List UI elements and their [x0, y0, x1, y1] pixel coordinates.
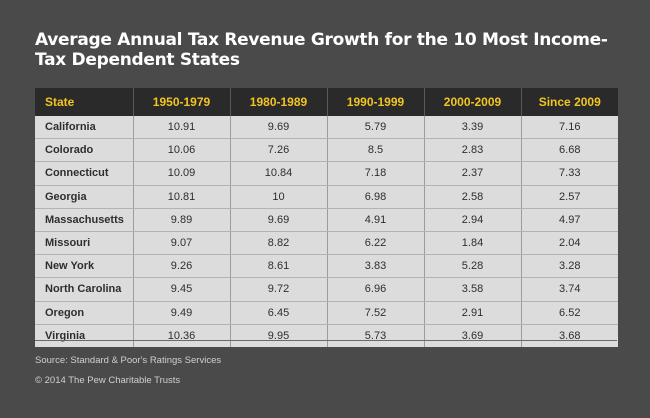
chart-title: Average Annual Tax Revenue Growth for th…: [35, 30, 608, 70]
growth-value-cell: 9.69: [230, 208, 328, 232]
state-cell: Virginia: [35, 324, 134, 347]
state-cell: North Carolina: [35, 277, 134, 302]
growth-value-cell: 3.74: [521, 277, 618, 302]
growth-value-cell: 7.16: [521, 116, 618, 140]
growth-value-cell: 7.26: [230, 138, 328, 163]
table-row: Massachusetts 9.89 9.69 4.91 2.94 4.97: [35, 208, 618, 232]
growth-value-cell: 3.68: [521, 324, 618, 347]
growth-value-cell: 5.28: [424, 254, 522, 279]
table-row: California 10.91 9.69 5.79 3.39 7.16: [35, 116, 618, 140]
growth-value-cell: 9.89: [133, 208, 231, 232]
growth-value-cell: 5.79: [327, 116, 425, 140]
growth-value-cell: 8.61: [230, 254, 328, 279]
growth-value-cell: 6.98: [327, 185, 425, 209]
growth-value-cell: 3.58: [424, 277, 522, 302]
column-header-period: Since 2009: [521, 88, 618, 116]
growth-value-cell: 6.52: [521, 301, 618, 325]
column-header-period: 1980-1989: [230, 88, 328, 116]
table-row: North Carolina 9.45 9.72 6.96 3.58 3.74: [35, 277, 618, 302]
growth-value-cell: 4.91: [327, 208, 425, 232]
growth-value-cell: 9.49: [133, 301, 231, 325]
growth-value-cell: 7.52: [327, 301, 425, 325]
table-row: Connecticut 10.09 10.84 7.18 2.37 7.33: [35, 161, 618, 186]
growth-value-cell: 10: [230, 185, 328, 209]
state-cell: Connecticut: [35, 161, 134, 186]
growth-value-cell: 10.81: [133, 185, 231, 209]
growth-value-cell: 1.84: [424, 231, 522, 256]
growth-value-cell: 2.04: [521, 231, 618, 256]
table-row: Georgia 10.81 10 6.98 2.58 2.57: [35, 185, 618, 209]
growth-value-cell: 2.57: [521, 185, 618, 209]
growth-value-cell: 10.84: [230, 161, 328, 186]
growth-value-cell: 4.97: [521, 208, 618, 232]
state-cell: California: [35, 116, 134, 140]
state-cell: Georgia: [35, 185, 134, 209]
table-row: Oregon 9.49 6.45 7.52 2.91 6.52: [35, 301, 618, 325]
growth-value-cell: 6.68: [521, 138, 618, 163]
column-header-period: 2000-2009: [424, 88, 522, 116]
growth-value-cell: 2.37: [424, 161, 522, 186]
growth-value-cell: 10.91: [133, 116, 231, 140]
growth-value-cell: 8.82: [230, 231, 328, 256]
footer-divider: [35, 340, 617, 341]
growth-value-cell: 9.45: [133, 277, 231, 302]
growth-value-cell: 3.83: [327, 254, 425, 279]
copyright-note: © 2014 The Pew Charitable Trusts: [35, 375, 181, 386]
table-row: Virginia 10.36 9.95 5.73 3.69 3.68: [35, 324, 618, 347]
table-row: New York 9.26 8.61 3.83 5.28 3.28: [35, 254, 618, 279]
growth-value-cell: 9.72: [230, 277, 328, 302]
growth-value-cell: 6.45: [230, 301, 328, 325]
growth-value-cell: 3.39: [424, 116, 522, 140]
growth-value-cell: 6.22: [327, 231, 425, 256]
growth-value-cell: 5.73: [327, 324, 425, 347]
revenue-growth-table: State 1950-1979 1980-1989 1990-1999 2000-200…: [35, 88, 618, 347]
table-header-row: State 1950-1979 1980-1989 1990-1999 2000-200…: [35, 88, 618, 116]
growth-value-cell: 9.69: [230, 116, 328, 140]
state-cell: New York: [35, 254, 134, 279]
growth-value-cell: 3.69: [424, 324, 522, 347]
growth-value-cell: 9.26: [133, 254, 231, 279]
growth-value-cell: 7.18: [327, 161, 425, 186]
state-cell: Massachusetts: [35, 208, 134, 232]
growth-value-cell: 7.33: [521, 161, 618, 186]
state-cell: Colorado: [35, 138, 134, 163]
source-note: Source: Standard & Poor's Ratings Servic…: [35, 355, 222, 366]
table-row: Missouri 9.07 8.82 6.22 1.84 2.04: [35, 231, 618, 256]
growth-value-cell: 2.58: [424, 185, 522, 209]
state-cell: Missouri: [35, 231, 134, 256]
growth-value-cell: 3.28: [521, 254, 618, 279]
table-body: California 10.91 9.69 5.79 3.39 7.16 Colorado 1…: [35, 116, 618, 347]
growth-value-cell: 10.06: [133, 138, 231, 163]
growth-value-cell: 9.95: [230, 324, 328, 347]
growth-value-cell: 10.09: [133, 161, 231, 186]
growth-value-cell: 8.5: [327, 138, 425, 163]
growth-value-cell: 6.96: [327, 277, 425, 302]
state-cell: Oregon: [35, 301, 134, 325]
column-header-period: 1990-1999: [327, 88, 425, 116]
column-header-state: State: [35, 88, 134, 116]
growth-value-cell: 9.07: [133, 231, 231, 256]
growth-value-cell: 10.36: [133, 324, 231, 347]
growth-value-cell: 2.94: [424, 208, 522, 232]
growth-value-cell: 2.83: [424, 138, 522, 163]
table-row: Colorado 10.06 7.26 8.5 2.83 6.68: [35, 138, 618, 163]
column-header-period: 1950-1979: [133, 88, 231, 116]
growth-value-cell: 2.91: [424, 301, 522, 325]
